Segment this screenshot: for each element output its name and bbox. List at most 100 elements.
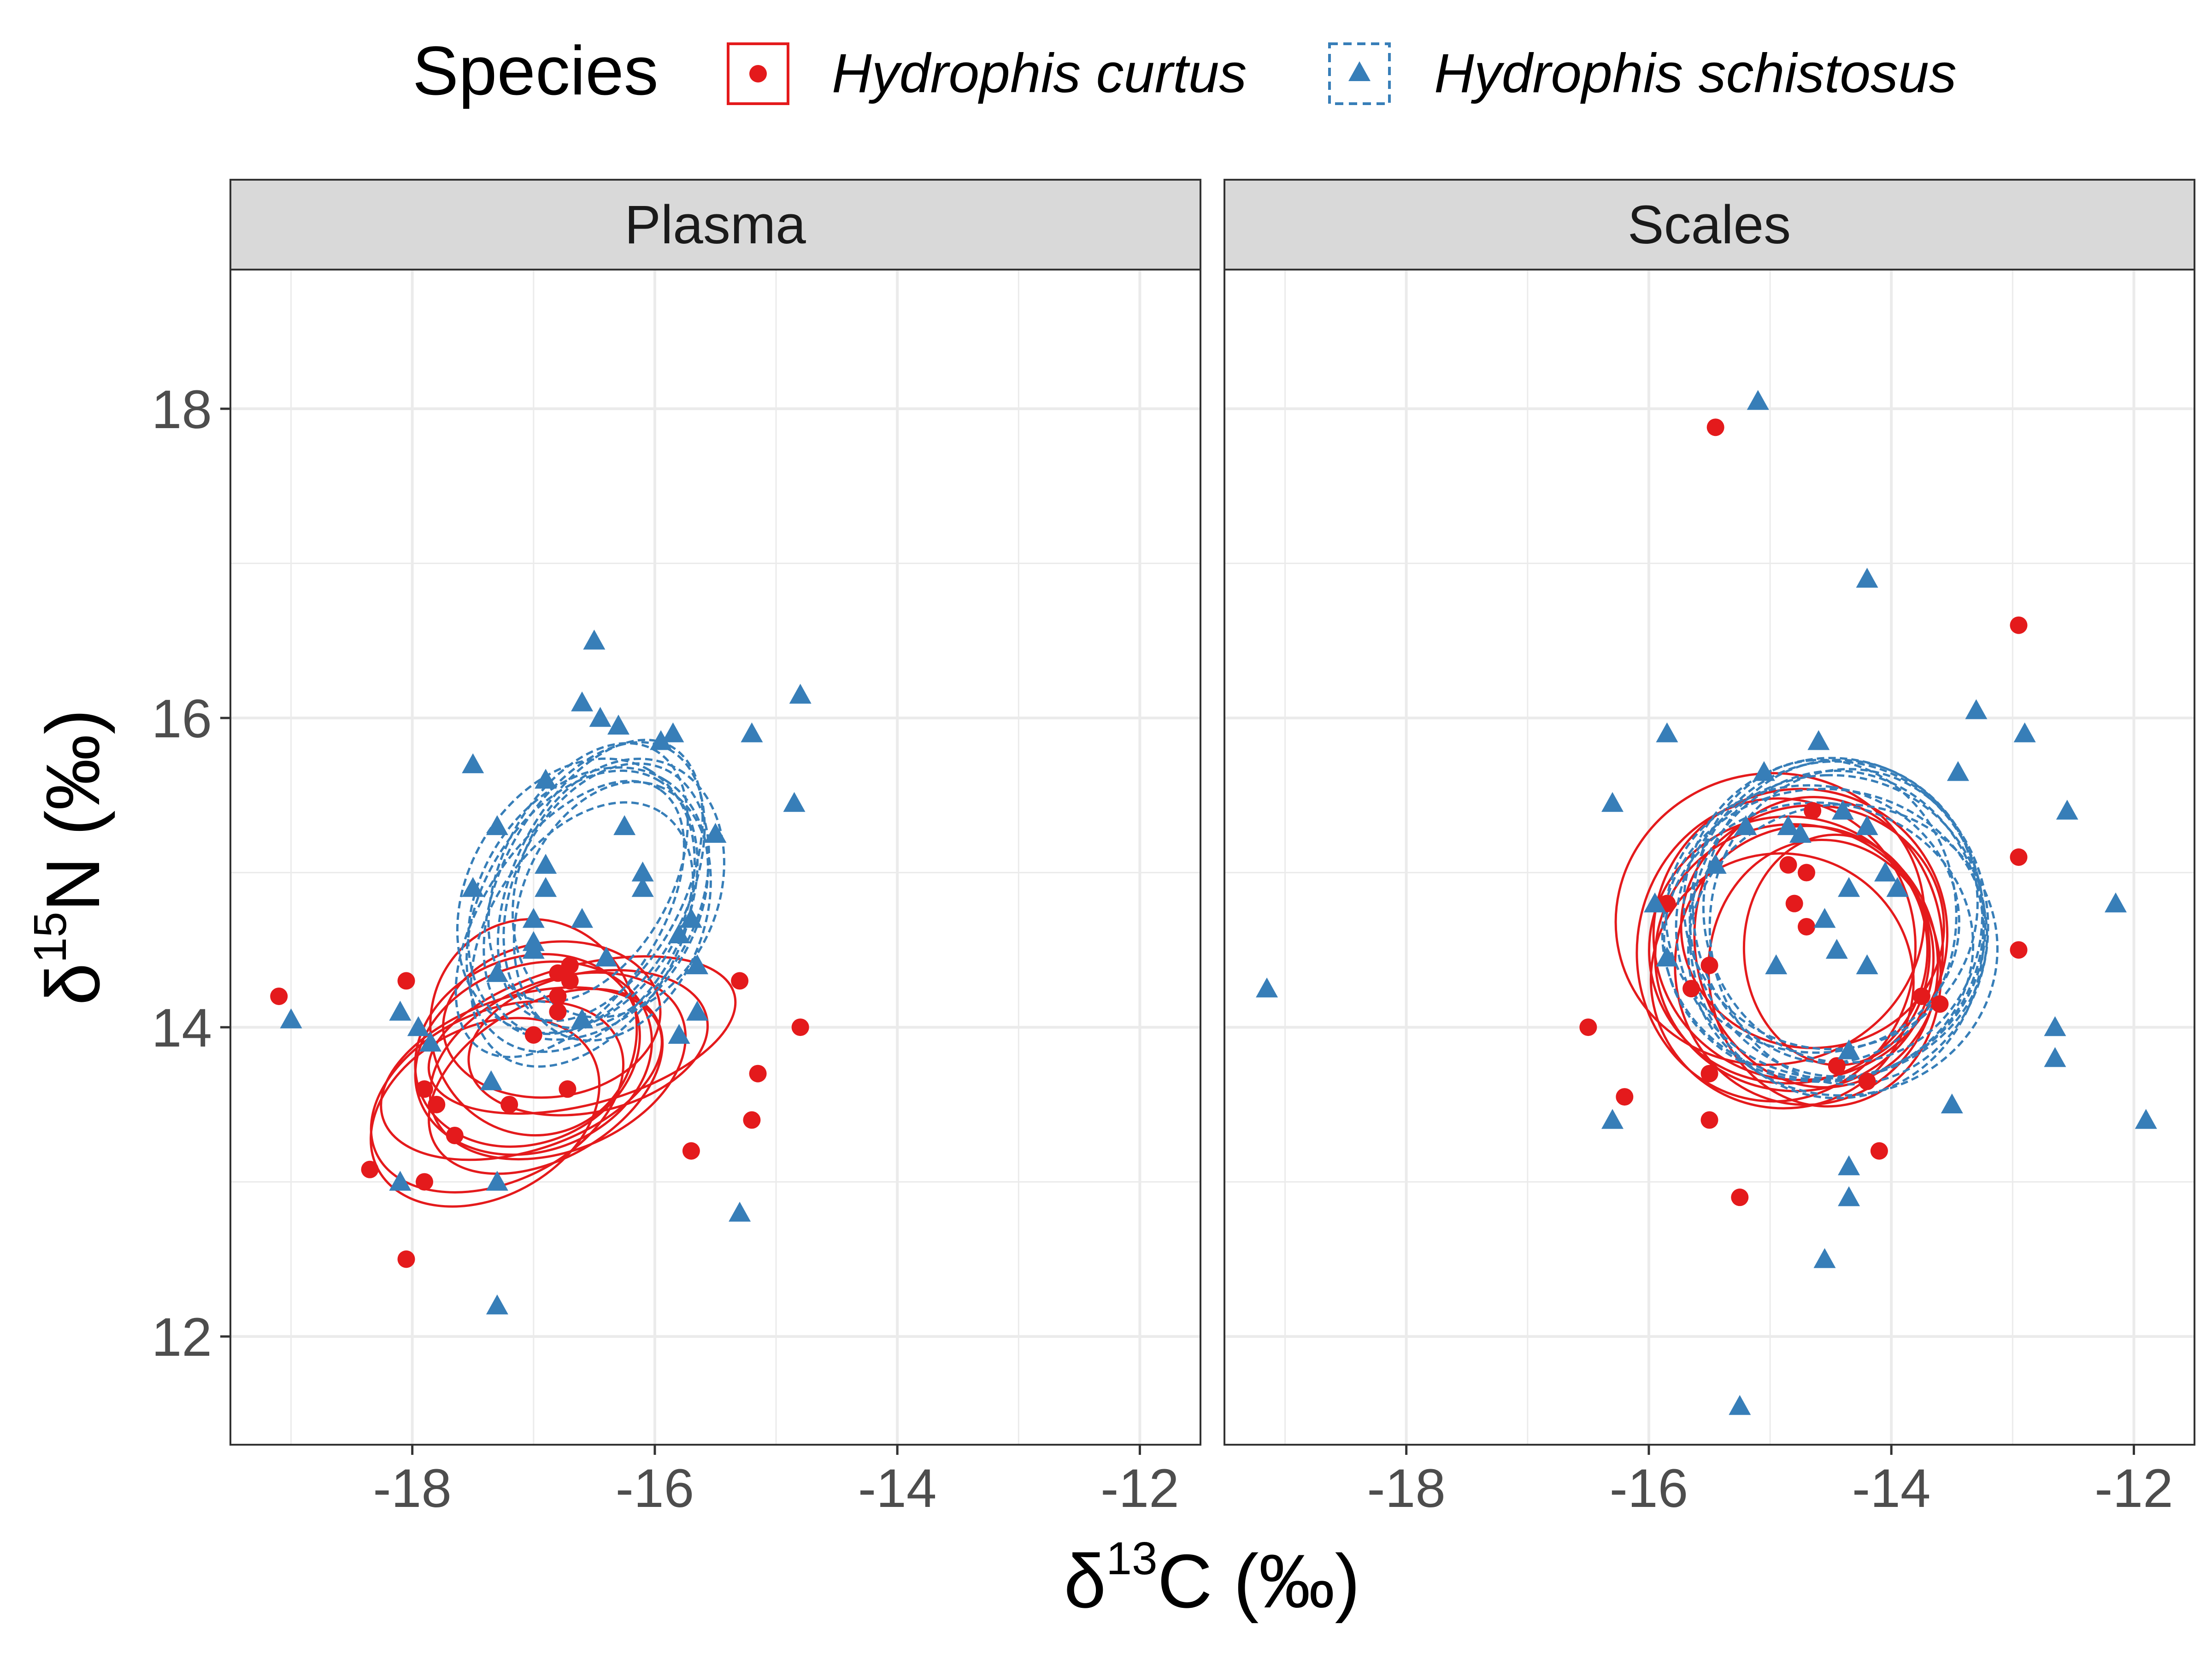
point-scales-curtus: [1785, 894, 1803, 912]
point-scales-schistosus: [2044, 1047, 2066, 1067]
point-plasma-schistosus: [729, 1201, 751, 1222]
y-tick-label: 16: [152, 688, 212, 749]
point-scales-schistosus: [2104, 892, 2127, 912]
ellipse-scales-schistosus: [1708, 768, 1989, 1086]
point-plasma-schistosus: [662, 722, 684, 742]
point-scales-schistosus: [1601, 1109, 1624, 1129]
point-scales-curtus: [1798, 918, 1815, 935]
point-scales-curtus: [1683, 980, 1700, 998]
point-plasma-schistosus: [686, 1000, 709, 1021]
x-tick-label: -12: [2094, 1458, 2173, 1519]
ellipse-scales-curtus: [1649, 852, 1915, 1110]
point-scales-schistosus: [2056, 800, 2078, 820]
point-plasma-schistosus: [407, 1016, 429, 1036]
point-scales-schistosus: [1838, 1186, 1860, 1206]
point-plasma-curtus: [524, 1026, 542, 1044]
point-plasma-schistosus: [480, 1070, 502, 1090]
panel-scales-strip: Scales: [1224, 179, 2195, 271]
point-plasma-schistosus: [686, 954, 709, 975]
x-tick-label: -18: [373, 1458, 452, 1519]
point-plasma-schistosus: [419, 1031, 442, 1052]
legend: Species Hydrophis curtus Hydrophis schis…: [412, 32, 1957, 109]
point-plasma-curtus: [428, 1095, 446, 1113]
ellipse-scales-schistosus: [1683, 757, 1979, 1050]
point-plasma-curtus: [397, 1250, 415, 1268]
panel-scales-points: [1256, 390, 2157, 1415]
point-plasma-schistosus: [389, 1000, 412, 1021]
ellipse-scales-curtus: [1707, 838, 1942, 1108]
point-scales-curtus: [1804, 802, 1822, 820]
point-scales-schistosus: [1256, 977, 1278, 998]
point-scales-curtus: [2010, 941, 2028, 959]
panel-plasma: Plasma -18 -16 -14 -12: [229, 179, 1201, 1519]
legend-label-curtus: Hydrophis curtus: [832, 42, 1247, 104]
point-plasma-schistosus: [631, 877, 654, 897]
ellipse-plasma-schistosus: [512, 758, 725, 1019]
point-plasma-curtus: [549, 1003, 567, 1021]
point-scales-schistosus: [1838, 1039, 1860, 1059]
point-plasma-curtus: [682, 1142, 700, 1160]
ellipse-scales-schistosus: [1688, 770, 1985, 1100]
point-plasma-schistosus: [668, 1024, 690, 1044]
y-axis: 12 14 16 18: [152, 379, 230, 1368]
point-scales-schistosus: [1729, 1395, 1751, 1415]
point-plasma-schistosus: [535, 877, 557, 897]
ellipse-plasma-curtus: [370, 1000, 625, 1194]
point-plasma-schistosus: [595, 947, 618, 967]
point-scales-curtus: [1706, 418, 1724, 436]
point-plasma-curtus: [416, 1080, 433, 1098]
point-scales-schistosus: [1789, 823, 1812, 843]
point-plasma-schistosus: [535, 769, 557, 789]
point-plasma-curtus: [561, 956, 579, 974]
point-scales-schistosus: [1886, 877, 1909, 897]
ellipse-scales-schistosus: [1702, 759, 1983, 1064]
point-scales-schistosus: [1656, 722, 1678, 742]
point-plasma-curtus: [361, 1160, 379, 1178]
point-scales-schistosus: [1856, 815, 1878, 835]
point-plasma-schistosus: [607, 714, 629, 735]
point-scales-schistosus: [1831, 800, 1854, 820]
point-plasma-schistosus: [631, 861, 654, 882]
y-axis-title: δ15N (‰): [24, 709, 115, 1006]
ellipse-plasma-schistosus: [465, 769, 699, 1053]
y-tick-label: 14: [152, 998, 212, 1059]
ellipse-plasma-schistosus: [456, 757, 696, 1034]
point-scales-curtus: [1779, 856, 1797, 874]
point-scales-schistosus: [2044, 1016, 2066, 1036]
point-scales-curtus: [1858, 1072, 1876, 1090]
point-scales-schistosus: [2135, 1109, 2157, 1129]
point-scales-schistosus: [1856, 954, 1878, 975]
point-plasma-schistosus: [704, 823, 727, 843]
point-plasma-curtus: [446, 1126, 464, 1144]
panel-plasma-background: [230, 270, 1200, 1445]
x-tick-label: -14: [858, 1458, 937, 1519]
x-tick-label: -14: [1852, 1458, 1931, 1519]
point-plasma-curtus: [743, 1111, 761, 1129]
point-scales-schistosus: [1825, 939, 1848, 959]
ellipse-plasma-schistosus: [470, 801, 694, 1068]
point-scales-schistosus: [2013, 722, 2036, 742]
point-scales-schistosus: [1656, 947, 1678, 967]
point-scales-curtus: [1912, 987, 1930, 1005]
point-scales-curtus: [1700, 1111, 1718, 1129]
point-plasma-schistosus: [783, 792, 806, 812]
point-plasma-schistosus: [571, 908, 594, 928]
point-plasma-curtus: [270, 987, 288, 1005]
x-tick-label: -12: [1100, 1458, 1179, 1519]
panel-scales-title: Scales: [1628, 194, 1791, 255]
point-plasma-schistosus: [789, 683, 812, 704]
point-plasma-curtus: [561, 972, 579, 990]
x-tick-label: -18: [1367, 1458, 1446, 1519]
point-scales-schistosus: [1965, 699, 1988, 719]
legend-key-schistosus: [1328, 42, 1391, 105]
point-scales-schistosus: [1704, 853, 1727, 874]
point-scales-schistosus: [1644, 892, 1666, 912]
x-tick-label: -16: [1610, 1458, 1688, 1519]
point-scales-schistosus: [1838, 877, 1860, 897]
point-scales-curtus: [1870, 1142, 1888, 1160]
point-plasma-curtus: [500, 1095, 518, 1113]
point-plasma-schistosus: [280, 1008, 302, 1029]
point-scales-curtus: [1731, 1188, 1749, 1206]
point-scales-schistosus: [1601, 792, 1624, 812]
point-scales-schistosus: [1747, 390, 1769, 410]
